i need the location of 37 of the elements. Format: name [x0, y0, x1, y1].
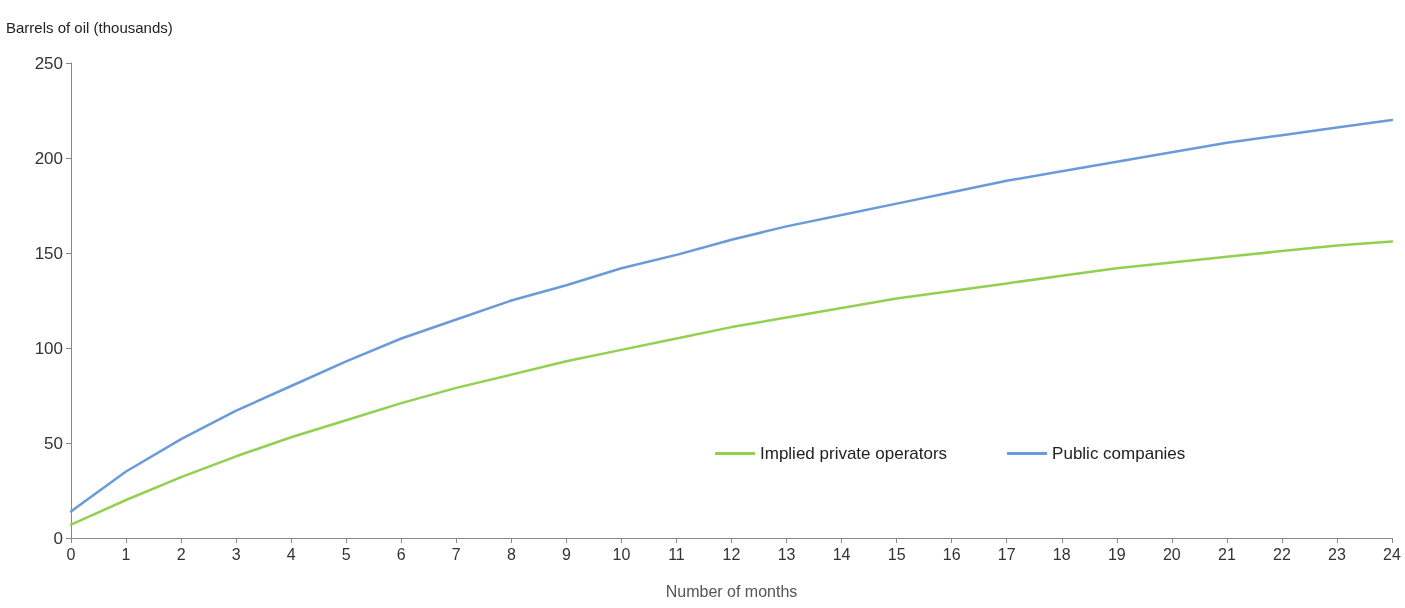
x-tick-label: 11	[668, 545, 685, 563]
legend-label: Implied private operators	[760, 444, 948, 463]
y-tick-label: 200	[34, 148, 63, 168]
x-tick-label: 21	[1217, 545, 1236, 563]
x-tick-label: 8	[506, 545, 516, 563]
y-tick-label: 50	[44, 433, 63, 453]
y-tick-label: 150	[34, 243, 63, 263]
x-tick-label: 7	[451, 545, 461, 563]
x-tick-label: 16	[942, 545, 961, 563]
x-axis-title: Number of months	[665, 582, 798, 600]
y-tick-label: 0	[53, 528, 63, 548]
line-series	[69, 118, 1394, 513]
x-tick-label: 23	[1328, 545, 1346, 563]
y-tick-label: 100	[34, 338, 63, 358]
x-tick-label: 22	[1273, 545, 1291, 563]
x-tick-label: 3	[231, 545, 241, 563]
x-tick-label: 9	[561, 545, 571, 563]
x-tick-label: 10	[612, 545, 631, 563]
x-tick-label: 5	[341, 545, 351, 563]
x-tick-label: 12	[722, 545, 741, 563]
y-tick-label: 250	[34, 53, 63, 73]
x-tick-label: 20	[1162, 545, 1181, 563]
y-axis-title: Barrels of oil (thousands)	[6, 19, 173, 36]
x-tick-label: 24	[1383, 545, 1401, 563]
x-tick-label: 4	[286, 545, 296, 563]
legend-label: Public companies	[1052, 444, 1186, 463]
x-tick-label: 2	[176, 545, 186, 563]
line-series	[69, 240, 1394, 526]
x-tick-label: 19	[1107, 545, 1126, 563]
x-tick-label: 18	[1052, 545, 1071, 563]
x-tick-label: 13	[777, 545, 796, 563]
x-tick-label: 17	[997, 545, 1016, 563]
x-tick-label: 14	[832, 545, 851, 563]
x-tick-label: 1	[121, 545, 131, 563]
x-tick-label: 6	[396, 545, 406, 563]
x-tick-label: 15	[887, 545, 906, 563]
x-tick-label: 0	[66, 545, 76, 563]
